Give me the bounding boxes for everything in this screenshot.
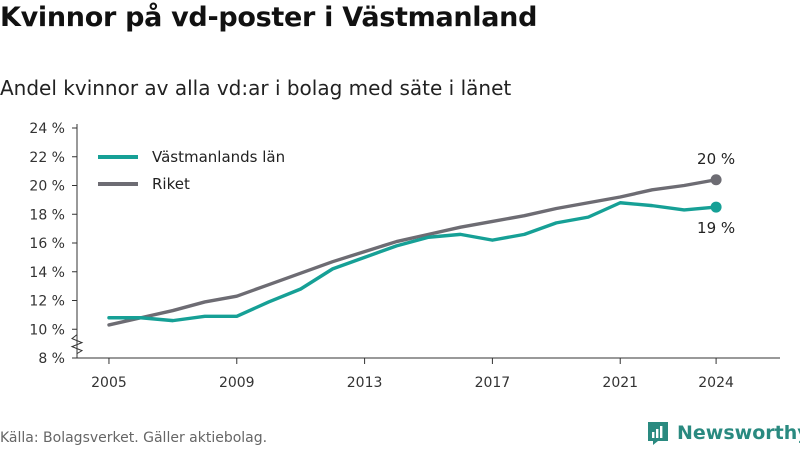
legend: Västmanlands län Riket — [88, 140, 320, 198]
y-tick-label: 8 % — [38, 351, 65, 367]
x-tick-label: 2005 — [91, 375, 127, 391]
source-note: Källa: Bolagsverket. Gäller aktiebolag. — [0, 430, 268, 446]
x-tick-label: 2021 — [602, 375, 638, 391]
series-end-label: 20 % — [697, 150, 735, 168]
y-tick-label: 20 % — [29, 179, 65, 195]
y-tick-label: 24 % — [29, 121, 65, 137]
axis-break-icon — [70, 334, 84, 355]
x-axis: 2005 2009 2013 2017 2021 2024 — [77, 357, 780, 391]
brand-name: Newsworthy — [677, 422, 800, 444]
x-tick-label: 2017 — [475, 375, 511, 391]
y-tick-label: 22 % — [29, 150, 65, 166]
series-end-label: 19 % — [697, 219, 735, 237]
series-lines — [107, 174, 722, 327]
end-labels: 20 % 19 % — [697, 150, 735, 237]
legend-background — [88, 140, 320, 198]
x-tick-label: 2024 — [698, 375, 734, 391]
y-tick-label: 12 % — [29, 294, 65, 310]
series-line — [107, 201, 718, 323]
series-line — [107, 178, 718, 327]
newsworthy-logo-icon — [648, 422, 668, 445]
y-tick-label: 16 % — [29, 236, 65, 252]
x-tick-label: 2009 — [219, 375, 255, 391]
chart-title: Kvinnor på vd-poster i Västmanland — [0, 2, 538, 33]
chart-subtitle: Andel kvinnor av alla vd:ar i bolag med … — [0, 76, 512, 100]
series-end-point — [710, 201, 722, 213]
brand-logo: Newsworthy — [645, 420, 800, 446]
legend-label: Västmanlands län — [152, 148, 285, 166]
y-axis: 8 % 10 % 12 % 14 % 16 % 18 % 20 % 22 % 24 % — [29, 121, 84, 367]
y-tick-label: 18 % — [29, 207, 65, 223]
line-chart: 8 % 10 % 12 % 14 % 16 % 18 % 20 % 22 % 24 % 2005… — [29, 121, 780, 391]
series-end-point — [710, 174, 722, 186]
y-tick-label: 14 % — [29, 265, 65, 281]
y-tick-label: 10 % — [29, 322, 65, 338]
legend-label: Riket — [152, 175, 190, 193]
x-tick-label: 2013 — [347, 375, 383, 391]
